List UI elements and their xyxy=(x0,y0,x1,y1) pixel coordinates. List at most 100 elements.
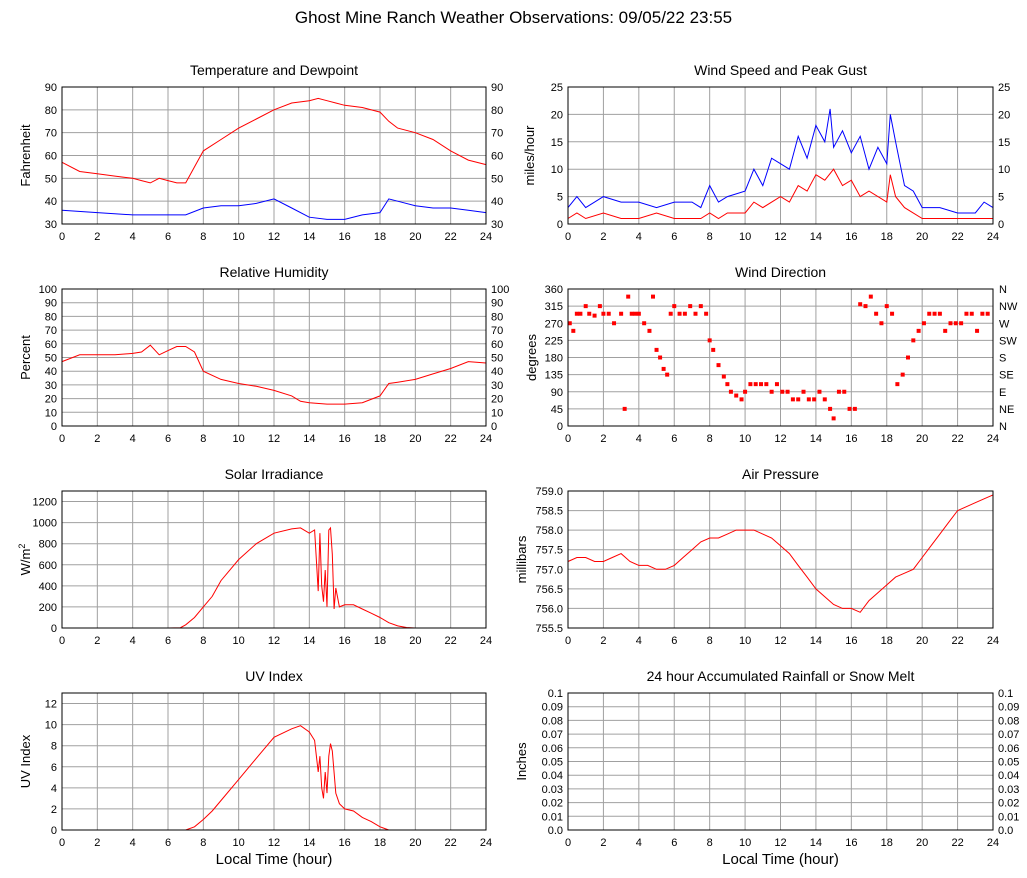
x-tick-label: 0 xyxy=(59,635,65,647)
x-tick-label: 10 xyxy=(233,635,245,647)
data-point xyxy=(916,328,921,333)
data-point xyxy=(647,328,652,333)
x-tick-label: 2 xyxy=(94,231,100,243)
x-tick-label: 0 xyxy=(565,433,571,445)
series-line-2 xyxy=(61,198,487,220)
x-tick-label: 20 xyxy=(409,433,421,445)
data-point xyxy=(725,382,730,387)
data-point xyxy=(890,311,895,316)
y-tick-label: 80 xyxy=(45,311,57,323)
x-tick-label: 10 xyxy=(233,231,245,243)
x-tick-label: 22 xyxy=(445,433,457,445)
data-point xyxy=(578,311,583,316)
x-tick-label: 24 xyxy=(480,231,492,243)
data-point xyxy=(790,397,795,402)
y-tick-label: 0.08 xyxy=(542,715,563,727)
data-point xyxy=(953,321,958,326)
x-tick-label: 20 xyxy=(916,635,928,647)
y-tick-label: 5 xyxy=(557,192,563,204)
y-tick-label: 0 xyxy=(51,825,57,837)
x-tick-label: 8 xyxy=(707,635,713,647)
x-tick-label: 20 xyxy=(409,231,421,243)
plot-frame xyxy=(567,288,994,427)
y-tick-label: 0 xyxy=(51,623,57,635)
compass-tick-label: SW xyxy=(999,335,1017,347)
data-point xyxy=(728,389,733,394)
x-tick-label: 18 xyxy=(374,231,386,243)
y-tick-label: 0 xyxy=(51,421,57,433)
x-tick-label: 10 xyxy=(739,837,751,849)
y-tick-label: 0.06 xyxy=(542,743,563,755)
series-line-2 xyxy=(567,168,993,220)
y-tick-label: 30 xyxy=(45,219,57,231)
y-tick-label: 60 xyxy=(45,339,57,351)
x-tick-label: 20 xyxy=(916,433,928,445)
y-tick-label: 70 xyxy=(45,128,57,140)
x-tick-label: 20 xyxy=(916,837,928,849)
y-tick-label-right: 0.05 xyxy=(998,757,1019,769)
x-tick-label: 16 xyxy=(845,433,857,445)
chart-title: Temperature and Dewpoint xyxy=(190,62,358,78)
y-axis-label: W/m2 xyxy=(17,544,33,576)
data-point xyxy=(906,355,910,360)
y-tick-label: 15 xyxy=(551,137,563,149)
x-tick-label: 24 xyxy=(987,837,999,849)
y-tick-label-right: 25 xyxy=(998,82,1010,94)
y-tick-label: 8 xyxy=(51,741,57,753)
x-tick-label: 24 xyxy=(987,635,999,647)
y-tick-label-right: 0.02 xyxy=(998,798,1019,810)
x-tick-label: 24 xyxy=(480,837,492,849)
x-tick-label: 0 xyxy=(565,635,571,647)
x-tick-label: 14 xyxy=(810,837,822,849)
data-point xyxy=(943,328,948,333)
y-tick-label: 135 xyxy=(545,370,563,382)
x-tick-label: 18 xyxy=(881,635,893,647)
data-point xyxy=(698,304,703,309)
x-tick-label: 8 xyxy=(200,635,206,647)
chart-title: Wind Direction xyxy=(735,264,826,280)
y-tick-label-right: 90 xyxy=(491,298,503,310)
y-tick-label: 80 xyxy=(45,105,57,117)
y-tick-label: 756.5 xyxy=(535,584,563,596)
data-point xyxy=(597,304,602,309)
x-tick-label: 4 xyxy=(130,837,136,849)
data-point xyxy=(980,311,985,316)
data-point xyxy=(964,311,969,316)
y-tick-label: 758.0 xyxy=(535,525,563,537)
y-axis-label: degrees xyxy=(524,334,539,381)
y-tick-label-right: 40 xyxy=(491,196,503,208)
x-tick-label: 10 xyxy=(233,837,245,849)
compass-tick-label: SE xyxy=(999,370,1014,382)
x-tick-label: 0 xyxy=(565,231,571,243)
data-point xyxy=(932,311,937,316)
y-tick-label-right: 0.0 xyxy=(998,825,1013,837)
x-tick-label: 12 xyxy=(268,635,280,647)
data-point xyxy=(780,389,785,394)
chart-wdir: 0 2 4 6 8 10 12 14 16 18 20 22 240459013518022527031… xyxy=(524,264,1018,445)
y-tick-label: 60 xyxy=(45,151,57,163)
y-tick-label-right: 50 xyxy=(491,353,503,365)
data-point xyxy=(831,416,836,421)
y-axis-label: Inches xyxy=(514,742,529,781)
data-point xyxy=(975,328,980,333)
x-tick-label: 14 xyxy=(810,231,822,243)
x-tick-label: 14 xyxy=(303,231,315,243)
plot-frame xyxy=(567,490,994,629)
y-tick-label: 315 xyxy=(545,301,563,313)
data-point xyxy=(612,321,617,326)
data-point xyxy=(969,311,974,316)
y-tick-label: 50 xyxy=(45,173,57,185)
x-tick-label: 24 xyxy=(480,635,492,647)
y-tick-label-right: 0 xyxy=(998,219,1004,231)
y-tick-label: 758.5 xyxy=(535,506,563,518)
y-tick-label-right: 60 xyxy=(491,151,503,163)
data-point xyxy=(985,311,990,316)
y-tick-label-right: 90 xyxy=(491,82,503,94)
x-tick-label: 12 xyxy=(268,231,280,243)
x-tick-label: 0 xyxy=(59,231,65,243)
x-tick-label: 2 xyxy=(94,433,100,445)
x-tick-label: 16 xyxy=(339,231,351,243)
y-tick-label: 40 xyxy=(45,196,57,208)
y-tick-label-right: 0.01 xyxy=(998,811,1019,823)
